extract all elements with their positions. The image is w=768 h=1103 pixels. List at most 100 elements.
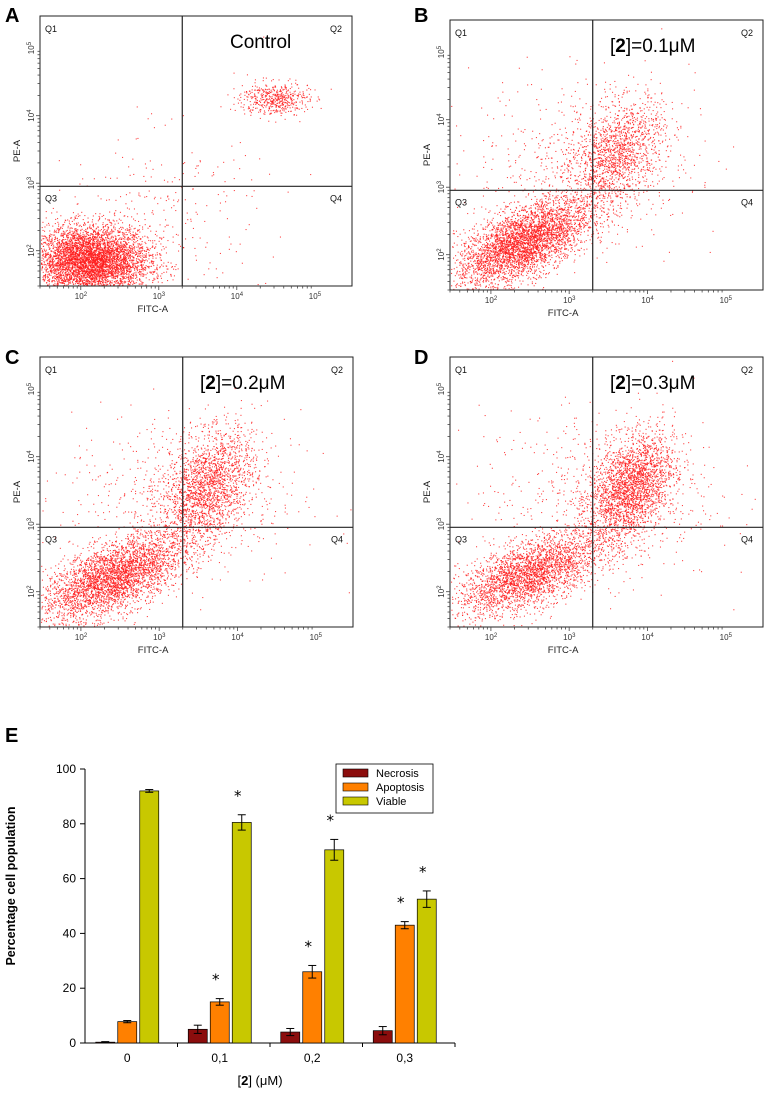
error-bar-viable-3 [422, 890, 431, 908]
panel-a-xtick-3: 103 [153, 292, 166, 301]
bar-ytick-label: 40 [63, 926, 77, 940]
panel-d-quadrant-q1: Q1 [455, 365, 467, 375]
panel-c-condition: [2]=0.2μM [200, 373, 285, 394]
significance-star: * [419, 863, 427, 881]
bar-viable-1 [231, 822, 252, 1044]
panel-d-condition: [2]=0.3μM [610, 373, 695, 394]
panel-a-quadrant-q4: Q4 [330, 193, 342, 203]
panel-a-quadrant-q1: Q1 [45, 24, 57, 34]
panel-b-xtick-3: 103 [563, 296, 576, 305]
bar-ytick-label: 20 [63, 981, 77, 995]
panel-a-ytick-2: 102 [27, 244, 36, 257]
panel-a-quadrant-q3: Q3 [45, 193, 57, 203]
panel-d-xlabel: FITC-A [548, 645, 579, 656]
panel-a-ytick-5: 105 [27, 41, 36, 54]
panel-d-ytick-3: 103 [437, 517, 446, 530]
panel-b-ytick-4: 104 [437, 113, 446, 126]
panel-c-xtick-4: 104 [231, 633, 244, 642]
bar-category-label: 0 [124, 1051, 131, 1065]
panel-a-quadrant-q2: Q2 [330, 24, 342, 34]
panel-a: Q1 Q2 Q3 Q4 Control 102 103 104 105 102 103 104 105 F… [12, 15, 353, 315]
error-bar-apoptosis-0 [123, 1020, 132, 1024]
panel-c: Q1 Q2 Q3 Q4 [2]=0.2μM 102 103 104 105 102 103 104 10… [12, 356, 354, 656]
panel-d-ytick-2: 102 [437, 585, 446, 598]
bar-viable-3 [416, 898, 437, 1044]
panel-label-d: D [414, 347, 428, 369]
panel-a-events [41, 36, 332, 287]
panel-c-xlabel: FITC-A [138, 645, 169, 656]
error-bar-necrosis-1 [193, 1024, 202, 1034]
panel-label-c: C [5, 347, 19, 369]
bar-ytick-label: 80 [63, 817, 77, 831]
error-bar-necrosis-3 [378, 1026, 387, 1036]
panel-b-ylabel: PE-A [422, 143, 433, 166]
panel-b-condition: [2]=0.1μM [610, 36, 695, 57]
panel-c-ylabel: PE-A [12, 480, 23, 503]
error-bar-viable-1 [237, 814, 246, 831]
error-bar-viable-2 [330, 838, 339, 861]
panel-c-quadrant-q3: Q3 [45, 534, 57, 544]
bar-category-label: 0,1 [211, 1051, 228, 1065]
bar-ytick-label: 60 [63, 872, 77, 886]
panel-b-ytick-2: 102 [437, 248, 446, 261]
panel-c-ytick-5: 105 [27, 382, 36, 395]
error-bar-necrosis-2 [286, 1027, 295, 1037]
panel-c-ytick-2: 102 [27, 585, 36, 598]
panel-c-xtick-2: 102 [75, 633, 88, 642]
panel-d-ytick-4: 104 [437, 450, 446, 463]
panel-c-quadrant-q4: Q4 [331, 534, 343, 544]
bar-legend: Necrosis Apoptosis Viable [335, 763, 434, 814]
significance-star: * [397, 894, 405, 912]
panel-b-ticks [446, 54, 723, 294]
panel-a-ylabel: PE-A [12, 139, 23, 162]
panel-b-xtick-5: 105 [720, 296, 733, 305]
panel-a-ticks [36, 50, 312, 290]
panel-d: Q1 Q2 Q3 Q4 [2]=0.3μM 102 103 104 105 102 103 104 10… [422, 356, 764, 656]
bar-apoptosis-1 [209, 1001, 230, 1044]
panel-d-events [451, 360, 756, 627]
panel-c-events [41, 388, 352, 627]
panel-a-ytick-4: 104 [27, 109, 36, 122]
significance-star: * [327, 811, 335, 829]
panel-c-quadrant-q1: Q1 [45, 365, 57, 375]
panel-d-xtick-2: 102 [485, 633, 498, 642]
significance-star: * [305, 937, 313, 955]
panel-c-xtick-3: 103 [153, 633, 166, 642]
legend-label-viable: Viable [376, 796, 406, 808]
panel-b-xlabel: FITC-A [548, 308, 579, 319]
panel-b-quadrant-q2: Q2 [741, 28, 753, 38]
legend-swatch-viable [342, 796, 369, 806]
panel-d-xtick-4: 104 [641, 633, 654, 642]
bar-ylabel: Percentage cell population [4, 806, 18, 965]
bar-apoptosis-0 [117, 1021, 138, 1044]
panel-b-frame [449, 19, 764, 291]
error-bar-necrosis-0 [101, 1041, 110, 1044]
panel-label-e: E [5, 725, 18, 747]
panel-b-xtick-2: 102 [485, 296, 498, 305]
panel-b-quadrant-q1: Q1 [455, 28, 467, 38]
legend-swatch-necrosis [342, 768, 369, 778]
panel-d-quadrant-q4: Q4 [741, 534, 753, 544]
panel-d-ylabel: PE-A [422, 480, 433, 503]
bar-xlabel: [2] (μM) [237, 1073, 282, 1088]
panel-a-xtick-5: 105 [309, 292, 322, 301]
panel-d-xtick-3: 103 [563, 633, 576, 642]
panel-a-ytick-3: 103 [27, 176, 36, 189]
error-bar-apoptosis-3 [400, 921, 409, 930]
bar-viable-2 [324, 849, 345, 1044]
error-bar-apoptosis-1 [215, 998, 224, 1006]
panel-c-ticks [36, 391, 313, 631]
bar-ytick-label: 100 [56, 762, 76, 776]
panel-d-frame [449, 356, 764, 628]
panel-b-ytick-5: 105 [437, 45, 446, 58]
panel-a-xtick-2: 102 [75, 292, 88, 301]
panel-d-quadrant-q2: Q2 [741, 365, 753, 375]
bar-apoptosis-2 [302, 971, 323, 1044]
significance-star: * [212, 971, 220, 989]
bar-viable-0 [139, 790, 160, 1044]
panel-b-quadrant-q4: Q4 [741, 197, 753, 207]
panel-c-ytick-4: 104 [27, 450, 36, 463]
error-bar-apoptosis-2 [308, 964, 317, 979]
error-bar-viable-0 [145, 789, 154, 793]
